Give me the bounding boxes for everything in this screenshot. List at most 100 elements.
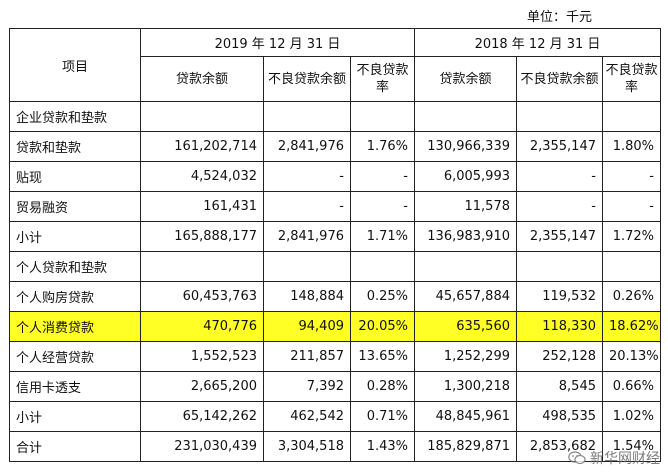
cell-npl-ratio-2018: 18.62%	[602, 311, 661, 342]
cell-npl-balance-2019: 462,542	[263, 401, 351, 432]
table-row: 贴现 4,524,032- -6,005,993- -	[9, 161, 661, 192]
cell-loan-balance-2019: 470,776	[140, 311, 264, 342]
header-2018: 2018 年 12 月 31 日	[414, 28, 661, 57]
cell-loan-balance-2018: 1,300,218	[414, 371, 517, 402]
cell-npl-ratio-2019: 0.25%	[350, 281, 415, 312]
cell-npl-ratio-2018: -	[602, 191, 661, 222]
cell-loan-balance-2019: 165,888,177	[140, 221, 264, 252]
cell-npl-balance-2019: 94,409	[263, 311, 351, 342]
cell-npl-ratio-2019: 0.28%	[350, 371, 415, 402]
table-row: 小计 65,142,262 462,542 0.71% 48,845,961 498,53…	[9, 401, 661, 432]
cell-loan-balance-2019: 60,453,763	[140, 281, 264, 312]
header-item: 项目	[9, 28, 141, 102]
cell-npl-ratio-2018: 0.26%	[602, 281, 661, 312]
cell-loan-balance-2018: 136,983,910	[414, 221, 517, 252]
cell-loan-balance-2019: 2,665,200	[140, 371, 264, 402]
row-label: 个人经营贷款	[9, 341, 141, 372]
cell-loan-balance-2018: 185,829,871	[414, 431, 517, 462]
cell-npl-ratio-2019: 1.71%	[350, 221, 415, 252]
cell-npl-ratio-2019: -	[350, 161, 415, 192]
watermark: 新华网财经	[568, 448, 660, 468]
row-label: 个人购房贷款	[9, 281, 141, 312]
cell-npl-ratio-2018: 20.13%	[602, 341, 661, 372]
table-row: 小计 165,888,177 2,841,976 1.71% 136,983,910 2,…	[9, 221, 661, 252]
header-loan-balance-2019: 贷款余额	[140, 56, 264, 102]
cell-npl-ratio-2019: -	[350, 191, 415, 222]
cell-npl-balance-2019: 7,392	[263, 371, 351, 402]
loan-quality-table: 项目 2019 年 12 月 31 日 2018 年 12 月 31 日 贷款余…	[9, 28, 661, 462]
cell-npl-balance-2018: 118,330	[516, 311, 603, 342]
header-npl-balance-2019: 不良贷款余额	[263, 56, 351, 102]
row-label: 个人贷款和垫款	[9, 251, 141, 282]
cell-npl-balance-2019: 3,304,518	[263, 431, 351, 462]
header-npl-ratio-2018: 不良贷款率	[602, 56, 661, 102]
cell-npl-ratio-2018	[602, 251, 661, 282]
cell-npl-ratio-2018: 1.54%	[602, 431, 661, 462]
table-row: 贷款和垫款 161,202,714 2,841,976 1.76% 130,966,33…	[9, 131, 661, 162]
cell-npl-balance-2018: 252,128	[516, 341, 603, 372]
cell-loan-balance-2019: 161,431	[140, 191, 264, 222]
table-row: 个人经营贷款 1,552,523 211,857 13.65% 1,252,299 252…	[9, 341, 661, 372]
row-label: 小计	[9, 221, 141, 252]
cell-npl-ratio-2019: 1.43%	[350, 431, 415, 462]
header-npl-balance-2018: 不良贷款余额	[516, 56, 603, 102]
cell-loan-balance-2018: 1,252,299	[414, 341, 517, 372]
cell-npl-ratio-2019	[350, 101, 415, 132]
cell-npl-ratio-2018: 1.02%	[602, 401, 661, 432]
row-label: 小计	[9, 401, 141, 432]
header-row-dates: 项目 2019 年 12 月 31 日 2018 年 12 月 31 日	[9, 28, 661, 102]
cell-npl-ratio-2018: 1.80%	[602, 131, 661, 162]
unit-label: 单位：千元	[526, 10, 592, 25]
cell-npl-ratio-2018: -	[602, 161, 661, 192]
cell-npl-balance-2018: 119,532	[516, 281, 603, 312]
cell-npl-balance-2018: 498,535	[516, 401, 603, 432]
cell-npl-balance-2019: 211,857	[263, 341, 351, 372]
cell-loan-balance-2018: 130,966,339	[414, 131, 517, 162]
cell-loan-balance-2018: 11,578	[414, 191, 517, 222]
cell-npl-balance-2018: -	[516, 191, 603, 222]
cell-npl-ratio-2019	[350, 251, 415, 282]
row-label: 贷款和垫款	[9, 131, 141, 162]
cell-loan-balance-2019: 1,552,523	[140, 341, 264, 372]
cell-loan-balance-2018	[414, 101, 517, 132]
header-2019: 2019 年 12 月 31 日	[140, 28, 415, 57]
cell-npl-balance-2018	[516, 101, 603, 132]
cell-loan-balance-2019: 65,142,262	[140, 401, 264, 432]
cell-npl-balance-2018	[516, 251, 603, 282]
watermark-text: 新华网财经	[590, 451, 660, 467]
cell-npl-ratio-2018	[602, 101, 661, 132]
table-row: 个人购房贷款 60,453,763 148,884 0.25% 45,657,884 11…	[9, 281, 661, 312]
cell-loan-balance-2018: 48,845,961	[414, 401, 517, 432]
cell-npl-balance-2019: 2,841,976	[263, 221, 351, 252]
cell-loan-balance-2019	[140, 251, 264, 282]
cell-npl-balance-2018: 2,355,147	[516, 221, 603, 252]
cell-npl-balance-2019	[263, 251, 351, 282]
table-row: 个人消费贷款 470,776 94,409 20.05% 635,560 118,330 1…	[9, 311, 661, 342]
cell-npl-balance-2019	[263, 101, 351, 132]
cell-npl-balance-2018: -	[516, 161, 603, 192]
row-label: 合计	[9, 431, 141, 462]
cell-npl-ratio-2019: 20.05%	[350, 311, 415, 342]
cell-npl-balance-2019: 2,841,976	[263, 131, 351, 162]
cell-loan-balance-2019: 161,202,714	[140, 131, 264, 162]
table-row: 合计 231,030,439 3,304,518 1.43% 185,829,871 2,…	[9, 431, 661, 462]
header-row-columns: 贷款余额 不良贷款余额 不良贷款率 贷款余额 不良贷款余额 不良贷款率	[10, 56, 661, 102]
header-loan-balance-2018: 贷款余额	[414, 56, 517, 102]
cell-loan-balance-2018: 6,005,993	[414, 161, 517, 192]
cell-npl-balance-2019: 148,884	[263, 281, 351, 312]
cell-npl-ratio-2018: 0.66%	[602, 371, 661, 402]
row-label: 企业贷款和垫款	[9, 101, 141, 132]
header-npl-ratio-2019: 不良贷款率	[350, 56, 415, 102]
cell-loan-balance-2018: 45,657,884	[414, 281, 517, 312]
row-label: 个人消费贷款	[9, 311, 141, 342]
table-row: 贸易融资 161,431- -11,578- -	[9, 191, 661, 222]
cell-loan-balance-2019	[140, 101, 264, 132]
cell-npl-balance-2018: 8,545	[516, 371, 603, 402]
cell-npl-balance-2019: -	[263, 161, 351, 192]
cell-npl-balance-2018: 2,853,682	[516, 431, 603, 462]
cell-loan-balance-2018	[414, 251, 517, 282]
cell-npl-ratio-2018: 1.72%	[602, 221, 661, 252]
table-row: 企业贷款和垫款	[9, 101, 661, 132]
cell-loan-balance-2018: 635,560	[414, 311, 517, 342]
cell-npl-ratio-2019: 0.71%	[350, 401, 415, 432]
